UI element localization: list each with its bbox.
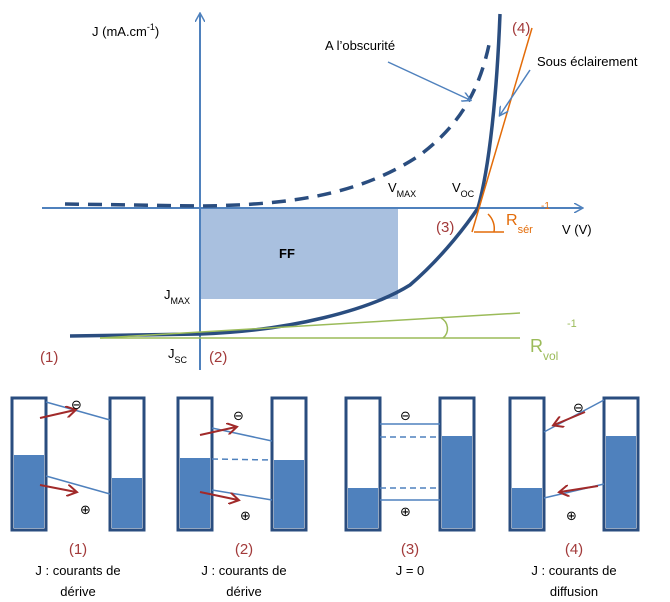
band-panel-2: ⊖ ⊕	[176, 396, 308, 532]
panel-caption-line1: J : courants de	[201, 563, 286, 578]
light-curve	[69, 13, 502, 338]
panel-caption-line2: dérive	[226, 584, 261, 599]
electron-symbol: ⊖	[71, 397, 82, 412]
electron-symbol: ⊖	[233, 408, 244, 423]
jmax-label: JMAX	[164, 287, 190, 306]
panel-caption-line1: J : courants de	[531, 563, 616, 578]
panel-caption-line2: diffusion	[550, 584, 598, 599]
panel-number: (4)	[565, 541, 583, 558]
ff-label: FF	[279, 246, 295, 261]
panel-caption-2: (2) J : courants de dérive	[201, 541, 286, 599]
electron-symbol: ⊖	[573, 400, 584, 415]
hole-symbol: ⊕	[80, 502, 91, 517]
point-4-label: (4)	[512, 20, 530, 37]
electron-symbol: ⊖	[400, 408, 411, 423]
panel-caption-line1: J : courants de	[35, 563, 120, 578]
ff-area	[200, 208, 398, 299]
voc-label: VOC	[452, 180, 475, 199]
dark-label-arrow	[387, 61, 470, 100]
rser-exponent: -1	[541, 201, 550, 212]
y-axis-label: J (mA.cm-1)	[92, 22, 159, 39]
band-panel-1: ⊖ ⊕	[10, 396, 146, 532]
rser-label: Rsér	[506, 212, 533, 236]
panel-number: (1)	[69, 541, 87, 558]
rser-angle-arc	[487, 213, 496, 233]
hole-symbol: ⊕	[566, 508, 577, 523]
panel-caption-line1: J = 0	[396, 563, 425, 578]
jsc-label: JSC	[168, 346, 188, 365]
rser-tangent	[471, 27, 533, 233]
dark-curve	[64, 39, 492, 208]
hole-symbol: ⊕	[240, 508, 251, 523]
panel-caption-1: (1) J : courants de dérive	[35, 541, 120, 599]
rvol-angle-arc	[440, 317, 449, 339]
light-label-arrow	[500, 69, 531, 115]
hole-symbol: ⊕	[400, 504, 411, 519]
point-2-label: (2)	[209, 349, 227, 366]
panel-number: (2)	[235, 541, 253, 558]
x-axis-label: V (V)	[562, 222, 592, 237]
panel-caption-line2: dérive	[60, 584, 95, 599]
dark-label: A l’obscurité	[325, 38, 395, 53]
panel-number: (3)	[401, 541, 419, 558]
panel-caption-4: (4) J : courants de diffusion	[531, 541, 616, 599]
rvol-exponent: -1	[567, 318, 577, 330]
panel-caption-3: (3) J = 0	[396, 541, 425, 578]
rvol-label: Rvol	[530, 336, 558, 363]
point-3-label: (3)	[436, 219, 454, 236]
rvol-tangent	[99, 312, 521, 339]
light-label: Sous éclairement	[537, 54, 638, 69]
band-panel-4: ⊖ ⊕	[508, 396, 640, 532]
band-panel-3: ⊖ ⊕	[344, 396, 476, 532]
vmax-label: VMAX	[388, 180, 416, 199]
point-1-label: (1)	[40, 349, 58, 366]
